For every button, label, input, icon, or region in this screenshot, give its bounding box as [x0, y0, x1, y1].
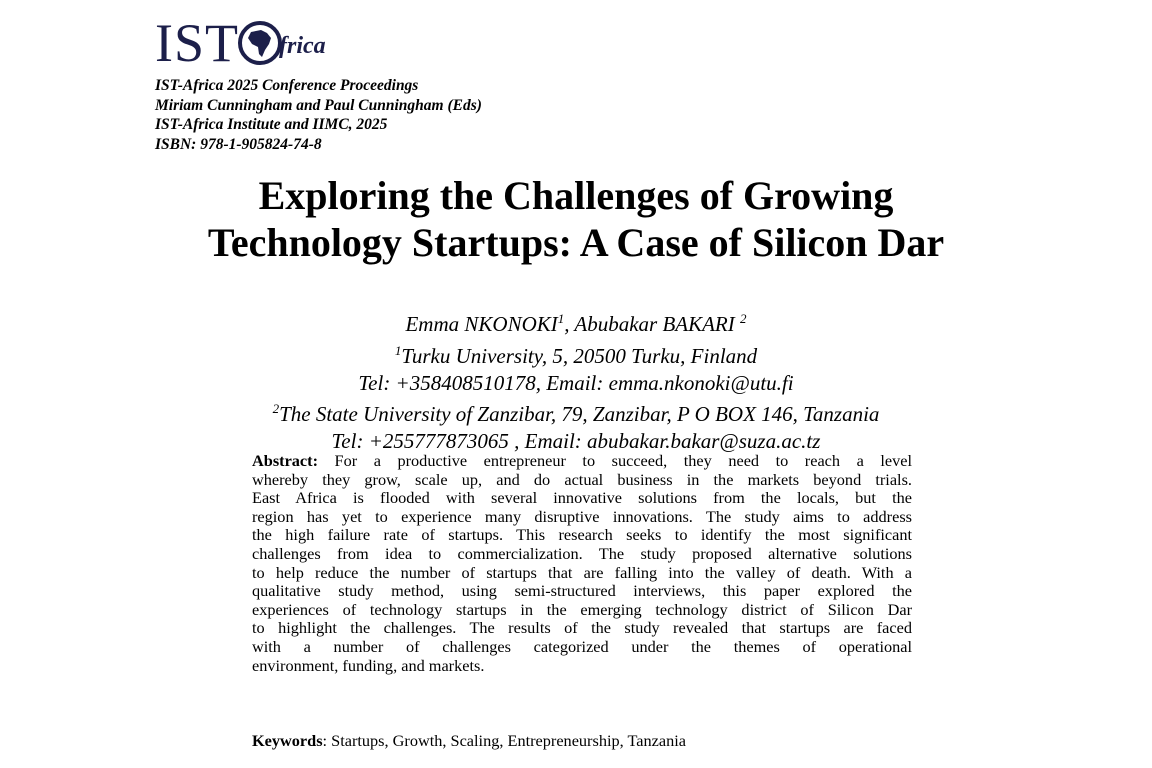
- abstract: Abstract: For a productive entrepreneur …: [252, 451, 912, 675]
- publisher-line: IST-Africa Institute and IIMC, 2025: [155, 116, 388, 133]
- abstract-line: region has yet to experience many disrup…: [252, 506, 912, 526]
- affiliation-text: The State University of Zanzibar, 79, Za…: [279, 402, 880, 427]
- logo-ist-text: IST: [155, 13, 239, 73]
- title-line: Technology Startups: A Case of Silicon D…: [207, 220, 945, 265]
- keywords-text: : Startups, Growth, Scaling, Entrepreneu…: [322, 731, 686, 750]
- affiliation-1: 1Turku University, 5, 20500 Turku, Finla…: [0, 338, 1152, 370]
- abstract-line: the high failure rate of startups. This …: [252, 525, 912, 545]
- abstract-line: environment, funding, and markets.: [252, 655, 485, 675]
- abstract-line: to highlight the challenges. The results…: [252, 618, 912, 638]
- abstract-line: East Africa is flooded with several inno…: [252, 488, 912, 508]
- keywords: Keywords: Startups, Growth, Scaling, Ent…: [252, 731, 686, 751]
- title-line: Exploring the Challenges of Growing: [258, 173, 894, 218]
- abstract-line: to help reduce the number of startups th…: [252, 562, 912, 582]
- abstract-line: whereby they grow, scale up, and do actu…: [252, 469, 912, 489]
- sup: 1: [394, 342, 402, 358]
- proceedings-info: IST-Africa 2025 Conference Proceedings M…: [155, 76, 482, 154]
- abstract-line: Abstract: For a productive entrepreneur …: [252, 451, 912, 471]
- ist-africa-logo: IST frica: [155, 13, 326, 73]
- affiliation-text: Turku University, 5, 20500 Turku, Finlan…: [401, 343, 758, 368]
- paper-title: Exploring the Challenges of Growing Tech…: [0, 172, 1152, 266]
- sup: 2: [740, 311, 747, 326]
- abstract-line: experiences of technology startups in th…: [252, 599, 912, 619]
- abstract-line: qualitative study method, using semi-str…: [252, 581, 912, 601]
- author-2: , Abubakar BAKARI: [564, 312, 741, 336]
- author-names: Emma NKONOKI1, Abubakar BAKARI 2: [0, 306, 1152, 338]
- africa-globe-icon: [238, 21, 282, 65]
- sup: 2: [272, 401, 280, 417]
- editors-line: Miriam Cunningham and Paul Cunningham (E…: [155, 96, 482, 114]
- keywords-label: Keywords: [252, 731, 323, 750]
- abstract-label: Abstract:: [252, 451, 319, 470]
- author-1: Emma NKONOKI: [405, 312, 558, 336]
- logo-frica-text: frica: [279, 33, 326, 59]
- abstract-text: For a productive entrepreneur to succeed…: [318, 451, 912, 470]
- affiliation-2: 2The State University of Zanzibar, 79, Z…: [0, 396, 1152, 428]
- isbn-line: ISBN: 978-1-905824-74-8: [155, 135, 322, 153]
- abstract-line: challenges from idea to commercializatio…: [252, 543, 912, 563]
- contact-2: Tel: +255777873065 , Email: abubakar.bak…: [331, 429, 821, 454]
- authors-block: Emma NKONOKI1, Abubakar BAKARI 2 1Turku …: [0, 306, 1152, 455]
- sup: 1: [557, 311, 565, 326]
- contact-1: Tel: +358408510178, Email: emma.nkonoki@…: [358, 370, 794, 395]
- abstract-line: with a number of challenges categorized …: [252, 636, 912, 656]
- proceedings-line: IST-Africa 2025 Conference Proceedings: [155, 77, 419, 94]
